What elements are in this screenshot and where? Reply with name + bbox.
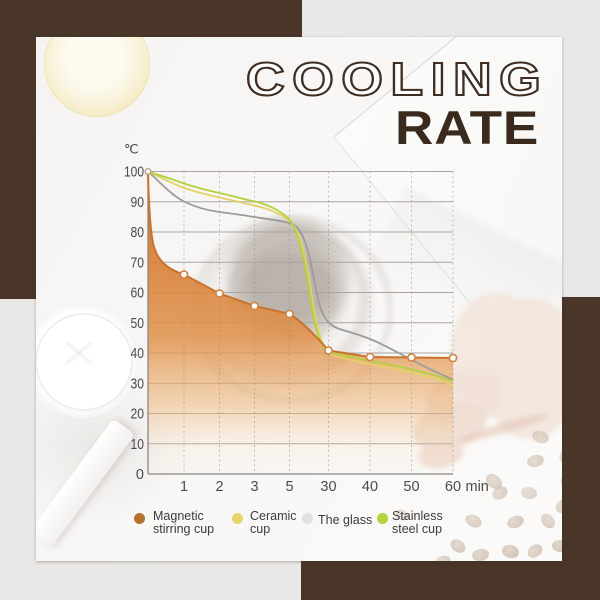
svg-text:70: 70 bbox=[131, 255, 145, 271]
svg-text:min: min bbox=[466, 479, 489, 495]
svg-text:℃: ℃ bbox=[124, 142, 139, 157]
svg-text:1: 1 bbox=[180, 479, 188, 495]
svg-text:2: 2 bbox=[215, 479, 223, 495]
svg-text:100: 100 bbox=[124, 165, 144, 181]
svg-text:40: 40 bbox=[131, 346, 145, 362]
svg-text:30: 30 bbox=[320, 479, 336, 495]
svg-text:60: 60 bbox=[445, 479, 461, 495]
svg-text:20: 20 bbox=[131, 407, 145, 423]
svg-text:80: 80 bbox=[131, 225, 145, 241]
svg-text:3: 3 bbox=[250, 479, 258, 495]
svg-text:50: 50 bbox=[131, 316, 145, 332]
svg-text:40: 40 bbox=[362, 479, 378, 495]
svg-text:0: 0 bbox=[136, 467, 144, 483]
svg-text:30: 30 bbox=[131, 376, 145, 392]
svg-text:10: 10 bbox=[131, 437, 145, 453]
svg-text:90: 90 bbox=[131, 195, 145, 211]
svg-text:50: 50 bbox=[403, 479, 419, 495]
svg-text:5: 5 bbox=[285, 479, 293, 495]
svg-text:60: 60 bbox=[131, 286, 145, 302]
